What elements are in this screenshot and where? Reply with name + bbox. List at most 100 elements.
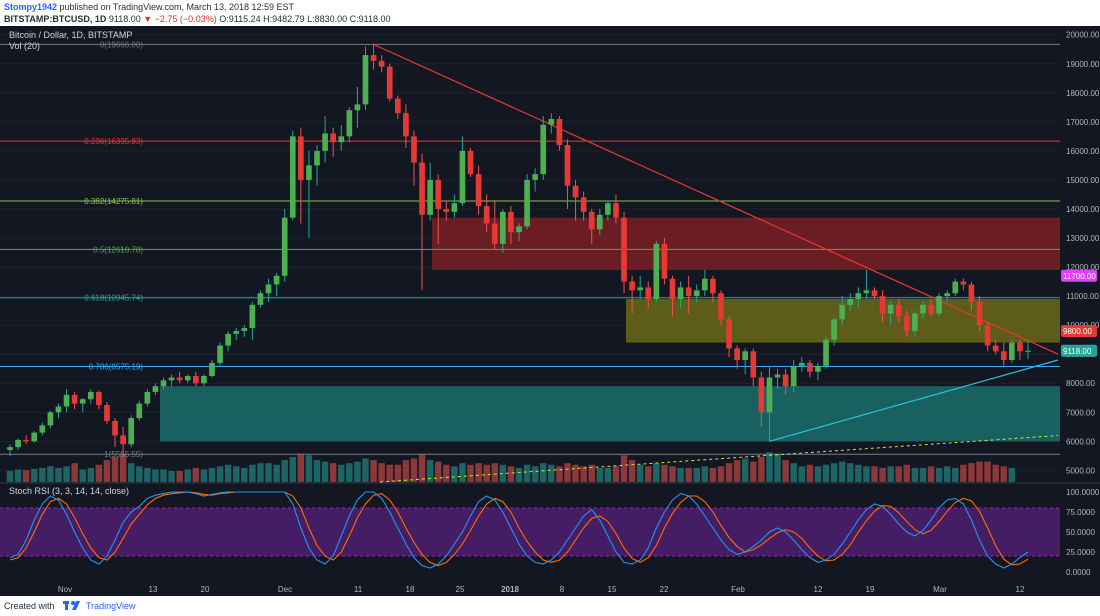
candle-body <box>338 136 345 143</box>
volume-bar <box>677 467 684 482</box>
candle-body <box>403 113 409 137</box>
volume-bar <box>394 464 402 482</box>
candle-body <box>718 293 724 320</box>
volume-bar <box>483 464 490 482</box>
volume-bar <box>693 467 700 482</box>
candle-body <box>823 339 829 366</box>
volume-bar <box>136 466 143 482</box>
volume-bar <box>653 463 660 482</box>
candle-body <box>192 375 199 384</box>
volume-bar <box>620 455 628 482</box>
candle-body <box>160 380 167 387</box>
volume-bar <box>733 460 741 482</box>
volume-bar <box>329 463 337 482</box>
candle-body <box>572 185 579 198</box>
candle-body <box>112 421 118 436</box>
volume-bar <box>871 466 878 482</box>
fib-level-label: 0.236(16335.93) <box>84 137 143 146</box>
downtrend-line <box>373 43 1059 355</box>
volume-bar <box>992 464 999 482</box>
volume-bar <box>830 463 838 482</box>
volume-bar <box>378 463 385 482</box>
volume-bar <box>798 466 806 482</box>
volume-bar <box>31 468 38 482</box>
candle-body <box>354 104 361 111</box>
candle-body <box>621 217 627 282</box>
volume-bar <box>313 460 321 482</box>
candle-body <box>435 179 442 209</box>
uptrend-line <box>769 359 1059 442</box>
volume-bar <box>911 467 919 482</box>
candle-body <box>96 391 102 406</box>
volume-bar <box>814 466 822 482</box>
candle-body <box>467 150 474 175</box>
candle-body <box>63 394 70 407</box>
volume-bar <box>491 463 498 482</box>
volume-bar <box>265 463 272 482</box>
candle-body <box>265 284 272 294</box>
volume-bar <box>216 466 224 482</box>
candle-body <box>863 290 870 294</box>
candle-body <box>516 226 522 233</box>
symbol-name: BITSTAMP:BTCUSD, 1D <box>4 14 107 24</box>
price-label-tag <box>1061 324 1097 337</box>
stoch-tick-label: 100.0000 <box>1066 488 1100 497</box>
fib-level-label: 0(19666.00) <box>100 40 143 49</box>
candle-body <box>588 211 595 230</box>
price-tick-label: 5000.00 <box>1066 466 1095 475</box>
candle-body <box>386 66 393 99</box>
candle-body <box>281 217 288 276</box>
candle-body <box>782 374 789 387</box>
volume-bar <box>523 464 531 482</box>
tradingview-logo-icon <box>63 601 80 610</box>
price-chart[interactable]: 20000.00 19000.00 18000.00 17000.00 16000.00… <box>0 26 1100 596</box>
candle-body <box>992 345 999 352</box>
stoch-tick-label: 0.0000 <box>1066 568 1091 577</box>
volume-bar <box>855 464 862 482</box>
candle-body <box>637 287 644 291</box>
volume-bar <box>564 463 571 482</box>
volume-bar <box>370 460 377 482</box>
time-tick-label: 8 <box>560 585 565 594</box>
candle-body <box>871 290 878 297</box>
volume-bar <box>838 461 846 482</box>
volume-bar <box>709 467 717 482</box>
candle-body <box>912 313 918 331</box>
candle-body <box>201 375 207 384</box>
time-tick-label: 2018 <box>501 585 519 594</box>
author-link[interactable]: Stompy1942 <box>4 2 58 12</box>
price-label-text: 9118.00 <box>1063 347 1092 356</box>
candle-body <box>944 293 951 297</box>
volume-bar <box>297 453 305 482</box>
candle-body <box>710 278 716 294</box>
fib-level-label: 0.5(12610.78) <box>93 245 143 254</box>
candle-body <box>346 110 353 137</box>
candle-body <box>225 333 231 346</box>
volume-bar <box>127 463 135 482</box>
price-label-text: 9800.00 <box>1063 327 1092 336</box>
stoch-rsi-title: Stoch RSI (3, 3, 14, 14, close) <box>9 486 129 496</box>
stoch-tick-label: 75.0000 <box>1066 508 1095 517</box>
volume-bar <box>556 466 563 482</box>
volume-bar <box>588 464 595 482</box>
candle-body <box>217 345 223 363</box>
tradingview-link[interactable]: TradingView <box>86 601 136 611</box>
candle-body <box>774 374 781 378</box>
candle-body <box>815 365 821 372</box>
candle-body <box>168 377 175 381</box>
candle-body <box>645 287 652 300</box>
candle-body <box>233 330 240 334</box>
time-tick-label: 13 <box>149 585 158 594</box>
candle-body <box>580 197 587 212</box>
volume-bar <box>249 464 256 482</box>
volume-bar <box>628 460 636 482</box>
volume-bar <box>22 470 30 482</box>
candle-body <box>847 299 854 305</box>
volume-bar <box>39 467 46 482</box>
volume-bar <box>717 466 725 482</box>
time-tick-label: 22 <box>660 585 669 594</box>
candle-body <box>936 296 942 314</box>
volume-bar <box>281 460 288 482</box>
candle-body <box>920 304 926 314</box>
volume-bar <box>685 467 692 482</box>
